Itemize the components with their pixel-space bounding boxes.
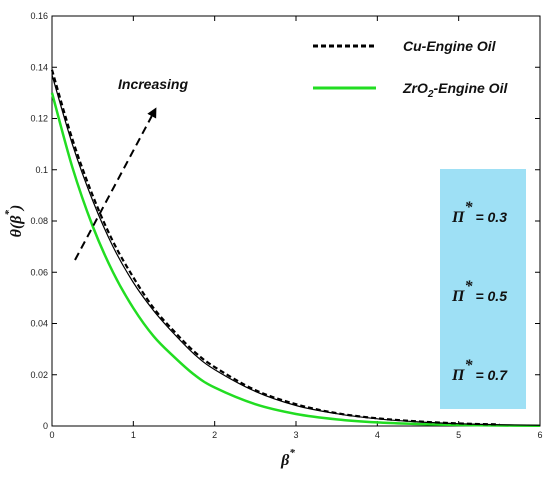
increasing-label: Increasing xyxy=(118,76,188,92)
y-tick-label: 0.14 xyxy=(30,62,48,72)
x-tick-label: 2 xyxy=(212,430,217,440)
param-entry: Π*= 0.7 xyxy=(451,357,508,384)
x-tick-label: 1 xyxy=(131,430,136,440)
y-tick-label: 0.16 xyxy=(30,11,48,21)
x-tick-label: 5 xyxy=(456,430,461,440)
x-tick-label: 4 xyxy=(375,430,380,440)
y-tick-label: 0.04 xyxy=(30,319,48,329)
series-line-cu-dashed xyxy=(50,69,500,426)
series-group xyxy=(50,69,541,427)
y-tick-label: 0 xyxy=(43,421,48,431)
y-tick-label: 0.1 xyxy=(35,165,48,175)
increasing-arrow xyxy=(74,107,157,261)
parameter-entries: Π*= 0.3 Π*= 0.5 Π*= 0.7 xyxy=(451,199,508,384)
legend-label-zro2: ZrO2-Engine Oil xyxy=(402,80,508,100)
axis-ticks: 0 1 2 3 4 5 6 0 0.02 0.04 0.06 0.08 0.1 0.12 0.14 0.16 xyxy=(30,11,542,440)
x-tick-label: 0 xyxy=(49,430,54,440)
x-tick-label: 3 xyxy=(293,430,298,440)
y-axis-label: θ(β*) xyxy=(3,205,25,238)
param-entry: Π*= 0.3 xyxy=(451,199,507,226)
y-tick-label: 0.06 xyxy=(30,267,48,277)
legend-label-cu: Cu-Engine Oil xyxy=(403,38,497,54)
parameter-box xyxy=(440,169,526,409)
x-tick-label: 6 xyxy=(537,430,542,440)
param-entry: Π*= 0.5 xyxy=(451,278,507,305)
x-axis-label: β* xyxy=(280,447,295,469)
y-tick-label: 0.02 xyxy=(30,370,48,380)
y-tick-label: 0.12 xyxy=(30,114,48,124)
legend: Cu-Engine Oil ZrO2-Engine Oil xyxy=(313,38,508,100)
y-tick-label: 0.08 xyxy=(30,216,48,226)
series-line-zro2 xyxy=(50,92,541,427)
